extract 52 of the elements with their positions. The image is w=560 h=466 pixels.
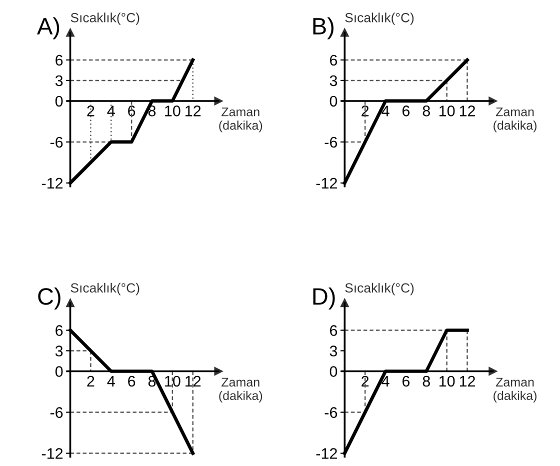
y-tick-label: -6: [50, 407, 63, 418]
chart-title: D): [313, 288, 335, 310]
x-tick-label: 2: [87, 376, 94, 386]
y-tick-label: -6: [50, 136, 63, 148]
y-tick-label: -12: [42, 178, 63, 189]
x-tick-label: 6: [402, 376, 410, 387]
x-tick-label: 12: [460, 106, 475, 116]
x-tick-label: 12: [186, 376, 201, 386]
y-axis-title: Sıcaklık(°C): [70, 12, 140, 25]
y-axis-title: Sıcaklık(°C): [70, 282, 140, 296]
y-tick-label: 6: [330, 54, 338, 66]
y-tick-label: -12: [316, 178, 337, 189]
x-tick-label: 6: [128, 376, 136, 387]
y-tick-label: 3: [330, 75, 338, 86]
chart-title: C): [38, 288, 60, 310]
x-tick-label: 4: [107, 376, 115, 386]
y-axis-title: Sıcaklık(°C): [345, 282, 414, 296]
x-tick-label: 10: [165, 106, 180, 116]
y-tick-label: -12: [316, 448, 337, 459]
x-tick-label: 12: [186, 106, 201, 116]
y-tick-label: 3: [55, 75, 63, 86]
y-tick-label: 6: [56, 325, 63, 336]
y-tick-label: 3: [330, 346, 338, 356]
x-tick-label: 2: [362, 376, 369, 386]
chart-title: A): [37, 17, 60, 40]
y-tick-label: -6: [324, 136, 338, 148]
y-tick-label: 0: [330, 96, 338, 107]
y-tick-label: 0: [55, 96, 63, 107]
x-tick-label: 10: [439, 106, 455, 116]
x-tick-label: 10: [439, 376, 455, 387]
x-tick-label: 4: [382, 376, 390, 386]
y-tick-label: 6: [330, 325, 338, 336]
x-axis-title: Zaman (dakika): [494, 378, 536, 403]
x-tick-label: 2: [362, 106, 369, 116]
x-tick-label: 12: [460, 376, 475, 386]
y-tick-label: 6: [56, 54, 63, 66]
y-tick-label: -12: [42, 448, 63, 459]
y-tick-label: -6: [324, 407, 338, 418]
y-tick-label: 0: [330, 366, 338, 377]
x-axis-title: Zaman (dakika): [219, 108, 262, 132]
x-tick-label: 8: [422, 376, 430, 387]
x-tick-label: 8: [422, 106, 430, 116]
y-tick-label: 3: [55, 346, 63, 356]
y-tick-label: 0: [55, 366, 63, 377]
x-tick-label: 6: [402, 106, 410, 116]
x-tick-label: 10: [165, 376, 180, 387]
x-axis-title: Zaman (dakika): [494, 108, 536, 132]
x-tick-label: 2: [87, 106, 94, 116]
y-axis-title: Sıcaklık(°C): [345, 12, 414, 25]
x-tick-label: 4: [382, 106, 390, 116]
x-axis-title: Zaman (dakika): [219, 378, 262, 403]
chart-title: B): [313, 17, 334, 40]
